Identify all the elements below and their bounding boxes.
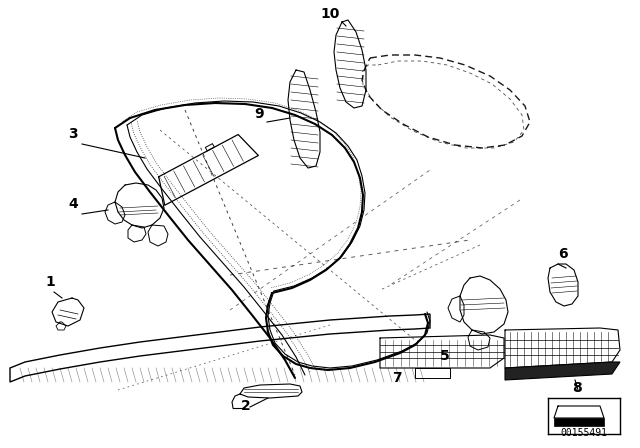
Polygon shape [505,328,620,368]
Polygon shape [115,183,164,228]
Text: 2: 2 [241,399,251,413]
Polygon shape [448,296,464,322]
Polygon shape [505,362,620,380]
Text: 8: 8 [572,381,582,395]
Text: 6: 6 [558,247,568,261]
Polygon shape [52,298,84,326]
Text: 1: 1 [45,275,55,289]
Polygon shape [205,144,214,151]
Polygon shape [288,70,320,168]
Polygon shape [460,276,508,334]
Polygon shape [548,264,578,306]
Polygon shape [468,330,490,350]
Polygon shape [105,202,125,224]
Polygon shape [415,368,450,378]
Polygon shape [554,418,604,426]
Polygon shape [159,134,259,205]
Text: 5: 5 [440,349,450,363]
Polygon shape [148,225,168,246]
Text: 00155491: 00155491 [561,428,607,438]
Text: 7: 7 [392,371,402,385]
Polygon shape [128,225,146,242]
Text: 9: 9 [254,107,264,121]
Polygon shape [56,322,66,330]
Text: 10: 10 [320,7,339,21]
Polygon shape [380,335,504,368]
Polygon shape [10,314,430,382]
Polygon shape [240,384,302,398]
Text: 3: 3 [68,127,77,141]
Text: 4: 4 [68,197,77,211]
Polygon shape [554,406,604,418]
Polygon shape [334,20,366,108]
